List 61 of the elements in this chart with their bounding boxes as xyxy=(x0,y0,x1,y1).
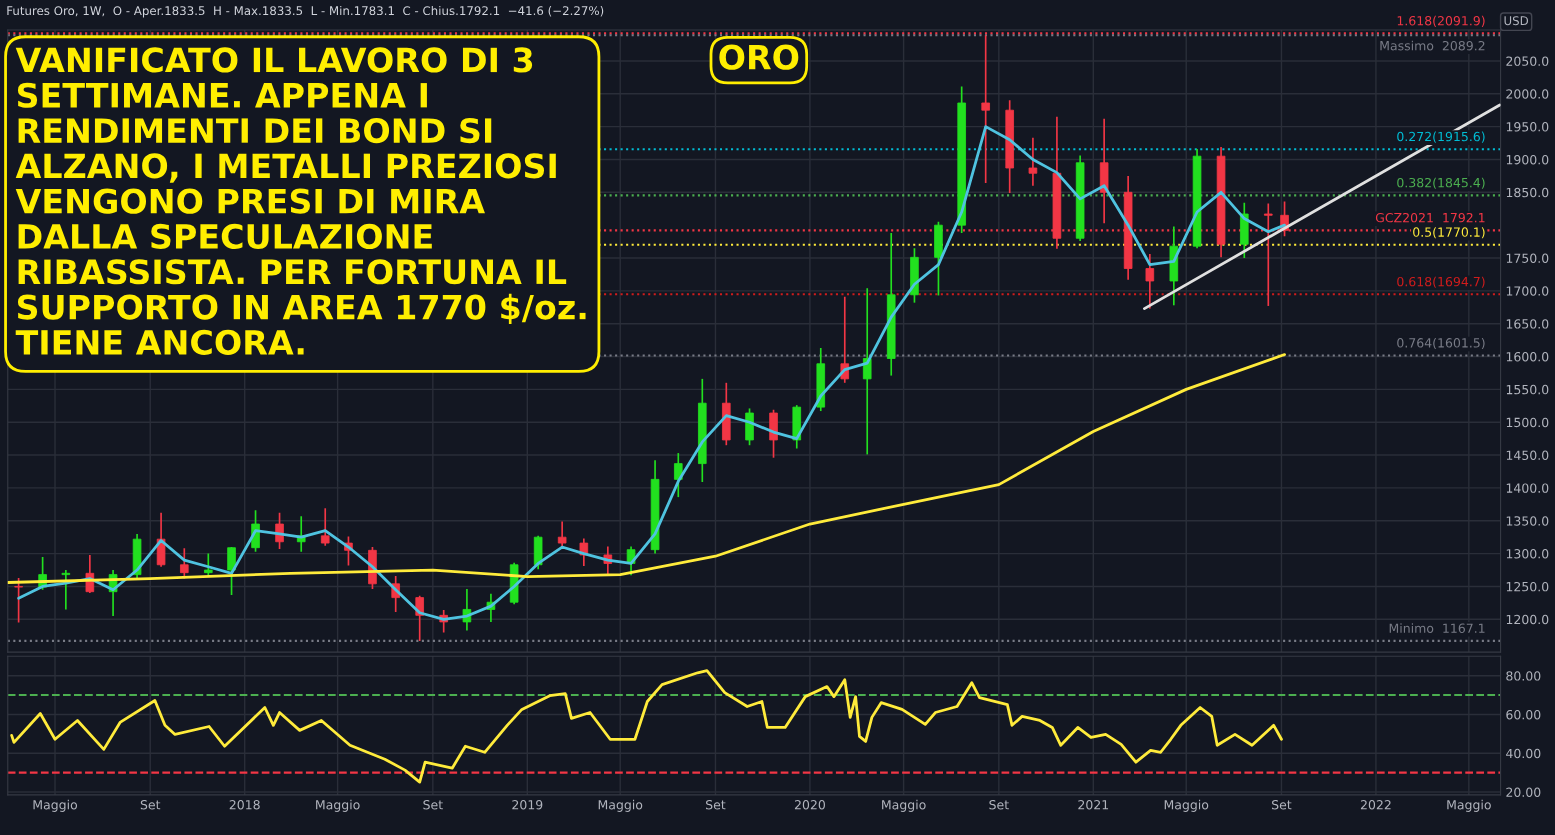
x-tick-label: 2022 xyxy=(1360,800,1391,810)
candlestick xyxy=(204,552,213,578)
y-tick-label: 1850.0 xyxy=(1506,187,1549,198)
ref-line-label: 1.618(2091.9) xyxy=(1397,15,1485,27)
y-tick-label: 1200.0 xyxy=(1506,614,1549,625)
x-tick-label: Maggio xyxy=(882,799,926,812)
y-tick-label: 20.00 xyxy=(1506,787,1541,797)
ref-line-label: 0.272(1915.6) xyxy=(1397,131,1485,143)
y-tick-label: 1400.0 xyxy=(1506,483,1549,493)
x-tick-label: Maggio xyxy=(1164,799,1209,812)
x-tick-label: 2019 xyxy=(512,800,543,810)
candlestick xyxy=(1028,136,1038,187)
y-tick-label: 2050.0 xyxy=(1506,56,1549,66)
y-tick-label: 40.00 xyxy=(1506,748,1541,759)
candlestick xyxy=(61,569,71,611)
text: USD xyxy=(1504,16,1529,26)
y-tick-label: 1750.0 xyxy=(1506,253,1549,263)
y-tick-label: 1900.0 xyxy=(1506,154,1549,165)
x-tick-label: Set xyxy=(1272,800,1292,810)
x-tick-label: Maggio xyxy=(598,799,643,812)
y-tick-label: 1350.0 xyxy=(1506,516,1549,526)
candlestick xyxy=(1264,202,1273,307)
y-tick-label: 1250.0 xyxy=(1506,581,1549,592)
ref-line-label: Minimo 1167.1 xyxy=(1389,623,1485,633)
ref-line-label: 0.382(1845.4) xyxy=(1397,177,1485,189)
y-tick-label: 80.00 xyxy=(1506,671,1541,681)
ref-line-label: GCZ2021 1792.1 xyxy=(1375,212,1485,223)
x-tick-label: Maggio xyxy=(1447,799,1491,812)
x-tick-label: 2018 xyxy=(229,800,260,810)
x-tick-label: Maggio xyxy=(33,799,78,812)
chart-title: Futures Oro, 1W, O - Aper.1833.5 H - Max.1833.5 L - Min.1783.1 C - Chius.1792.1 −41.6 (−2.27%) xyxy=(7,5,604,18)
y-tick-label: 1450.0 xyxy=(1506,450,1549,460)
y-tick-label: 1700.0 xyxy=(1506,286,1549,296)
y-tick-label: 1650.0 xyxy=(1506,319,1549,329)
ref-line-label: 0.5(1770.1) xyxy=(1413,227,1485,239)
ref-line-label: 0.764(1601.5) xyxy=(1397,337,1485,350)
y-tick-label: 2000.0 xyxy=(1506,89,1549,99)
annotation: ORO xyxy=(719,44,799,70)
y-tick-label: 60.00 xyxy=(1506,709,1541,720)
x-tick-label: 2021 xyxy=(1078,800,1109,810)
x-tick-label: Set xyxy=(706,800,726,810)
candlestick xyxy=(862,287,872,456)
candlestick xyxy=(1145,253,1155,310)
y-tick-label: 1300.0 xyxy=(1506,549,1549,559)
candlestick xyxy=(320,507,330,547)
candlestick xyxy=(674,452,683,498)
x-tick-label: Set xyxy=(423,800,443,810)
y-tick-label: 1600.0 xyxy=(1506,352,1549,362)
x-tick-label: 2020 xyxy=(794,800,825,810)
text: VANIFICATO IL LAVORO DI 3 SETTIMANE. APPENA I RENDIMENTI DEI BOND SI ALZANO, I METALLI PREZIOSI VENGONO PRESI DI MIRA DALLA SPECULAZIONE RIBASSISTA. PER FORTUNA IL SUPPORTO IN AREA 1770 $/oz. TIENE ANCORA. xyxy=(15,47,586,355)
candlestick xyxy=(14,577,23,624)
y-tick-label: 1550.0 xyxy=(1506,384,1549,395)
ref-line-label: 0.618(1694.7) xyxy=(1397,276,1485,288)
line-series xyxy=(7,353,1286,584)
x-tick-label: Set xyxy=(140,800,161,810)
x-tick-label: Maggio xyxy=(316,799,360,812)
x-tick-label: Set xyxy=(989,800,1009,810)
line-series xyxy=(10,669,1283,784)
y-tick-label: 1500.0 xyxy=(1506,417,1549,428)
ref-line-label: Massimo 2089.2 xyxy=(1380,40,1485,51)
y-tick-label: 1950.0 xyxy=(1506,122,1549,132)
